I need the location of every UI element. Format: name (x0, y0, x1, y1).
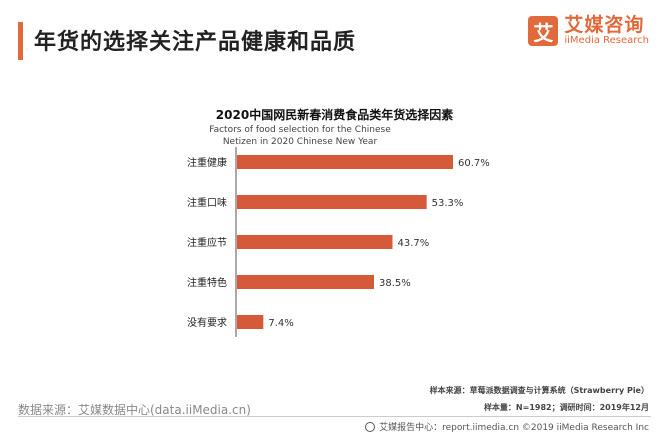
footer-text: 艾媒报告中心：report.iimedia.cn ©2019 iiMedia R… (379, 423, 649, 433)
data-source: 数据来源：艾媒数据中心(data.iiMedia.cn) (18, 403, 251, 417)
brand-text: 艾媒咨询 iiMedia Research (564, 14, 649, 46)
brand-logo: 艾 艾媒咨询 iiMedia Research (528, 14, 649, 47)
report-center-icon (365, 421, 376, 432)
value-label: 7.4% (268, 318, 293, 329)
bar (237, 235, 393, 249)
category-label: 注重健康 (187, 156, 227, 169)
category-label: 没有要求 (187, 316, 227, 329)
title-accent-bar (18, 22, 23, 60)
bar (237, 275, 375, 289)
value-label: 53.3% (432, 198, 464, 209)
sample-note: 样本来源：草莓派数据调查与计算系统（Strawberry Pie） 样本量：N=… (430, 382, 649, 416)
brand-logo-icon: 艾 (528, 16, 559, 47)
sample-size: 样本量：N=1982；调研时间：2019年12月 (483, 403, 649, 412)
value-label: 60.7% (458, 158, 490, 169)
brand-name-cn: 艾媒咨询 (564, 14, 645, 36)
value-label: 43.7% (398, 238, 430, 249)
category-label: 注重特色 (187, 276, 227, 289)
chart-subtitle: Factors of food selection for the Chines… (209, 125, 391, 147)
value-label: 38.5% (379, 278, 411, 289)
bar (237, 195, 427, 209)
brand-name-en: iiMedia Research (564, 34, 649, 46)
bar (237, 315, 264, 329)
page-title: 年货的选择关注产品健康和品质 (34, 30, 357, 55)
chart-title: 2020中国网民新春消费食品类年货选择因素 (215, 108, 454, 122)
category-label: 注重口味 (187, 196, 227, 209)
sample-source: 样本来源：草莓派数据调查与计算系统（Strawberry Pie） (429, 386, 649, 395)
bar (237, 155, 453, 169)
footer: 艾媒报告中心：report.iimedia.cn ©2019 iiMedia R… (365, 420, 649, 433)
footer-divider (18, 416, 651, 417)
category-label: 注重应节 (187, 236, 227, 249)
